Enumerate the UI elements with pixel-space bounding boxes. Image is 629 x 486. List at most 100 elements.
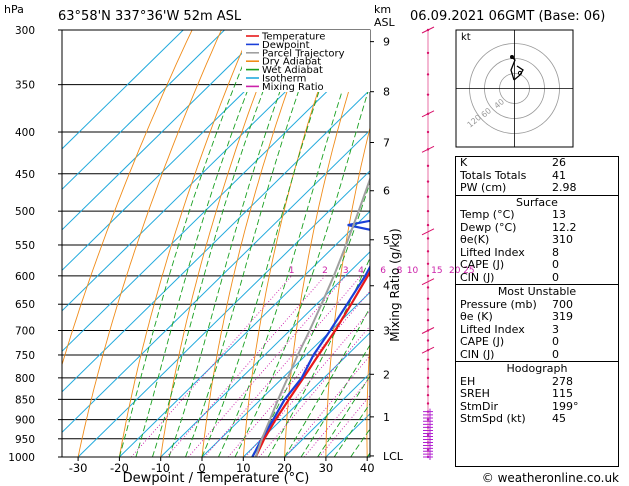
- index-label: CIN (J): [460, 270, 495, 284]
- dry-adiabat-line: [622, 30, 629, 457]
- index-value: 0: [552, 270, 559, 284]
- isotherm-line: [62, 30, 267, 231]
- index-value: 41: [552, 168, 566, 182]
- wet-adiabat-line: [201, 30, 341, 457]
- pressure-tick-label: 750: [15, 350, 35, 362]
- profile-temperature: [254, 269, 370, 457]
- isotherm-line: [62, 89, 370, 393]
- mu-row: Lifted Index 3: [456, 322, 618, 337]
- index-label: Pressure (mb): [460, 297, 537, 311]
- legend-label: Isotherm: [262, 74, 306, 85]
- pressure-tick-label: 450: [15, 169, 35, 181]
- mixing-ratio-label: 8: [397, 266, 403, 276]
- index-row-tt: Totals Totals 41: [456, 168, 618, 183]
- mixing-ratio-label: 25: [463, 266, 474, 276]
- isotherm-line: [242, 332, 370, 457]
- pressure-tick-label: 600: [15, 271, 35, 283]
- mixing-ratio-label: 10: [407, 266, 419, 276]
- hodo-row: StmSpd (kt) 45: [456, 412, 618, 426]
- wind-barb-feather: [421, 110, 435, 118]
- index-label: EH: [460, 374, 476, 388]
- mixing-ratio-line: [258, 325, 370, 457]
- plot-frame: [61, 29, 371, 458]
- isotherm-line: [62, 30, 349, 312]
- index-label: Totals Totals: [460, 168, 527, 182]
- asl-label: ASL: [374, 16, 396, 29]
- legend-label: Dry Adiabat: [262, 57, 321, 68]
- basic-indices-section: K 26 Totals Totals 41 PW (cm) 2.98: [456, 156, 618, 195]
- mixing-ratio-line: [227, 290, 370, 457]
- profile-parcel-trajectory: [254, 176, 370, 457]
- index-label: StmSpd (kt): [460, 412, 526, 425]
- mixing-ratio-label: 3: [343, 266, 349, 276]
- index-value: 45: [552, 412, 566, 425]
- wet-adiabat-line: [218, 30, 363, 457]
- height-tick-label: 2: [383, 368, 390, 381]
- most-unstable-title: Most Unstable: [497, 285, 577, 298]
- index-value: 13: [552, 208, 566, 221]
- index-value: 700: [552, 297, 573, 311]
- dry-adiabat-line: [284, 30, 369, 457]
- temperature-tick-label: 20: [277, 461, 292, 475]
- mixing-ratio-label: 1: [289, 266, 295, 276]
- wind-barb-feather: [421, 26, 435, 34]
- pressure-tick-label: 1000: [8, 452, 35, 464]
- legend-label: Temperature: [261, 32, 325, 43]
- dry-adiabat-line: [62, 30, 193, 367]
- index-label: StmDir: [460, 399, 499, 413]
- surface-title: Surface: [516, 195, 558, 209]
- dry-adiabat-line: [366, 336, 370, 457]
- mixing-ratio-line: [284, 354, 370, 457]
- isotherm-line: [77, 170, 370, 457]
- legend-label: Wet Adiabat: [262, 65, 323, 76]
- hodo-row: StmDir 199°: [456, 399, 618, 414]
- height-tick-label: 5: [383, 234, 390, 247]
- mixing-ratio-line: [166, 275, 326, 457]
- index-row-pw: PW (cm) 2.98: [456, 181, 618, 195]
- height-tick-label: 1: [383, 411, 390, 424]
- temperature-tick-label: 10: [236, 461, 251, 475]
- mu-row: θe (K) 319: [456, 310, 618, 324]
- surface-row: CIN (J) 0: [456, 270, 618, 285]
- pressure-tick-label: 550: [15, 240, 35, 252]
- index-label: Lifted Index: [460, 322, 525, 336]
- hodograph-section: Hodograph EH 278 SREH 115 StmDir 199° StmSp…: [456, 361, 618, 426]
- isotherm-line: [62, 129, 370, 433]
- pressure-tick-label: 700: [15, 326, 35, 338]
- legend-label: Mixing Ratio: [262, 82, 324, 93]
- x-axis-title: Dewpoint / Temperature (°C): [123, 471, 310, 486]
- surface-section: Surface Temp (°C) 13 Dewp (°C) 12.2 θe(K) 3…: [456, 194, 618, 285]
- pressure-tick-label: 350: [15, 80, 35, 92]
- hodograph-storm-motion: [517, 70, 523, 76]
- mu-row: CAPE (J) 0: [456, 335, 618, 349]
- profile-dewpoint: [251, 219, 370, 457]
- index-value: 115: [552, 387, 573, 400]
- hodograph-title: Hodograph: [506, 362, 568, 375]
- isotherm-line: [201, 291, 370, 457]
- dry-adiabat-line: [160, 30, 281, 457]
- temperature-tick-label: 40: [360, 461, 375, 475]
- wind-barb-feather: [423, 454, 433, 460]
- dry-adiabat-line: [242, 30, 339, 457]
- index-value: 26: [552, 156, 566, 169]
- index-label: Dewp (°C): [460, 220, 517, 234]
- legend-label: Parcel Trajectory: [262, 48, 345, 59]
- index-value: 2.98: [552, 181, 577, 194]
- mu-row: Pressure (mb) 700: [456, 297, 618, 312]
- index-label: Temp (°C): [460, 208, 515, 221]
- wind-barb-feather: [421, 228, 435, 236]
- mixing-ratio-label: 4: [358, 266, 364, 276]
- hpa-label: hPa: [4, 3, 24, 16]
- temperature-tick-label: 0: [198, 461, 205, 475]
- hodograph-unit-label: kt: [461, 32, 471, 43]
- dry-adiabat-line: [407, 30, 456, 457]
- surface-row: Lifted Index 8: [456, 246, 618, 260]
- dry-adiabat-line: [118, 30, 252, 457]
- index-label: SREH: [460, 387, 490, 400]
- mixing-ratio-line: [303, 377, 370, 457]
- most-unstable-section: Most Unstable Pressure (mb) 700 θe (K) 319…: [456, 284, 618, 361]
- isotherm-line: [62, 30, 225, 191]
